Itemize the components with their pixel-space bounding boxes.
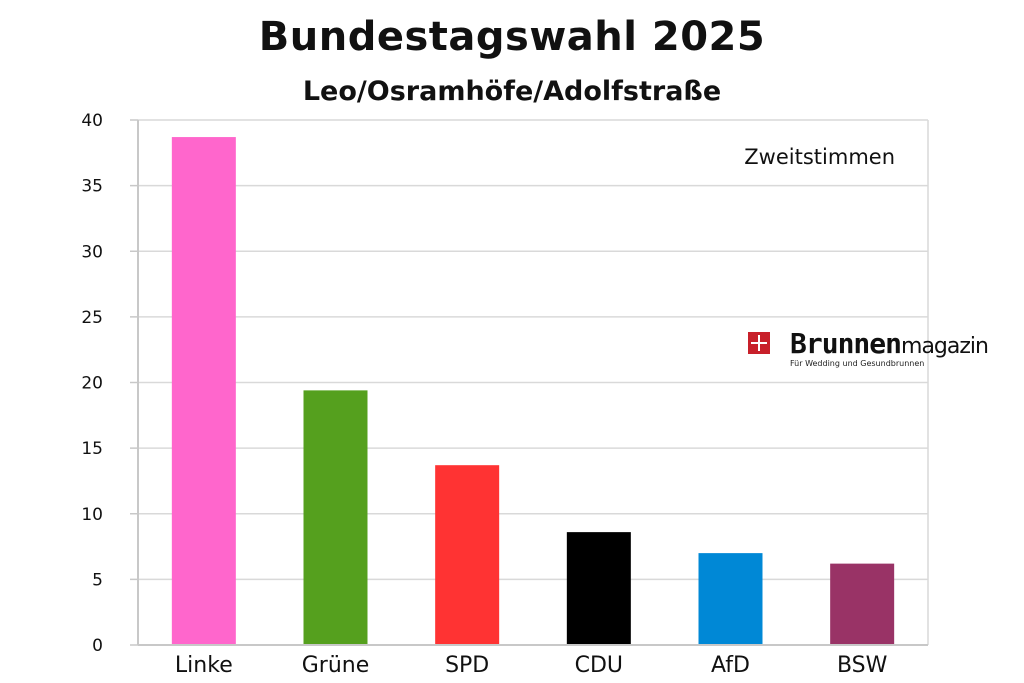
category-label: SPD xyxy=(445,653,489,678)
bar-afd xyxy=(698,553,763,645)
y-tick-label: 20 xyxy=(81,374,103,394)
grid-lines xyxy=(130,119,928,646)
bars xyxy=(171,137,895,645)
y-tick-label: 25 xyxy=(81,308,103,328)
brunnenmagazin-logo: Brunnenmagazin Für Wedding und Gesundbru… xyxy=(746,327,989,370)
logo-window-icon xyxy=(748,332,770,354)
y-tick-label: 5 xyxy=(92,570,103,590)
category-label: CDU xyxy=(575,653,623,678)
y-tick-label: 40 xyxy=(81,111,103,131)
logo-light-text: magazin xyxy=(901,334,989,359)
chart-subtitle: Leo/Osramhöfe/Adolfstraße xyxy=(302,76,722,107)
bar-grüne xyxy=(303,390,368,645)
y-tick-label: 0 xyxy=(92,636,103,656)
bar-cdu xyxy=(566,532,631,645)
bar-spd xyxy=(435,465,500,645)
logo-strong-text: Brunnen xyxy=(790,327,902,360)
bar-linke xyxy=(171,137,236,645)
y-tick-label: 10 xyxy=(81,505,103,525)
bar-bsw xyxy=(830,563,895,645)
chart-annotation: Zweitstimmen xyxy=(744,145,895,169)
y-tick-label: 15 xyxy=(81,439,103,459)
chart-title: Bundestagswahl 2025 xyxy=(258,14,766,60)
y-tick-labels: 0 5 10 15 20 25 30 35 40 xyxy=(81,111,103,656)
category-label: Linke xyxy=(175,653,233,678)
logo-tagline: Für Wedding und Gesundbrunnen xyxy=(790,359,925,368)
y-tick-label: 35 xyxy=(81,177,103,197)
logo-wordmark: Brunnenmagazin xyxy=(790,327,989,360)
category-label: AfD xyxy=(711,653,750,678)
category-label: BSW xyxy=(837,653,888,678)
category-label: Grüne xyxy=(302,653,370,678)
category-labels: Linke Grüne SPD CDU AfD BSW xyxy=(175,653,888,678)
y-tick-label: 30 xyxy=(81,242,103,262)
axes xyxy=(137,120,929,646)
